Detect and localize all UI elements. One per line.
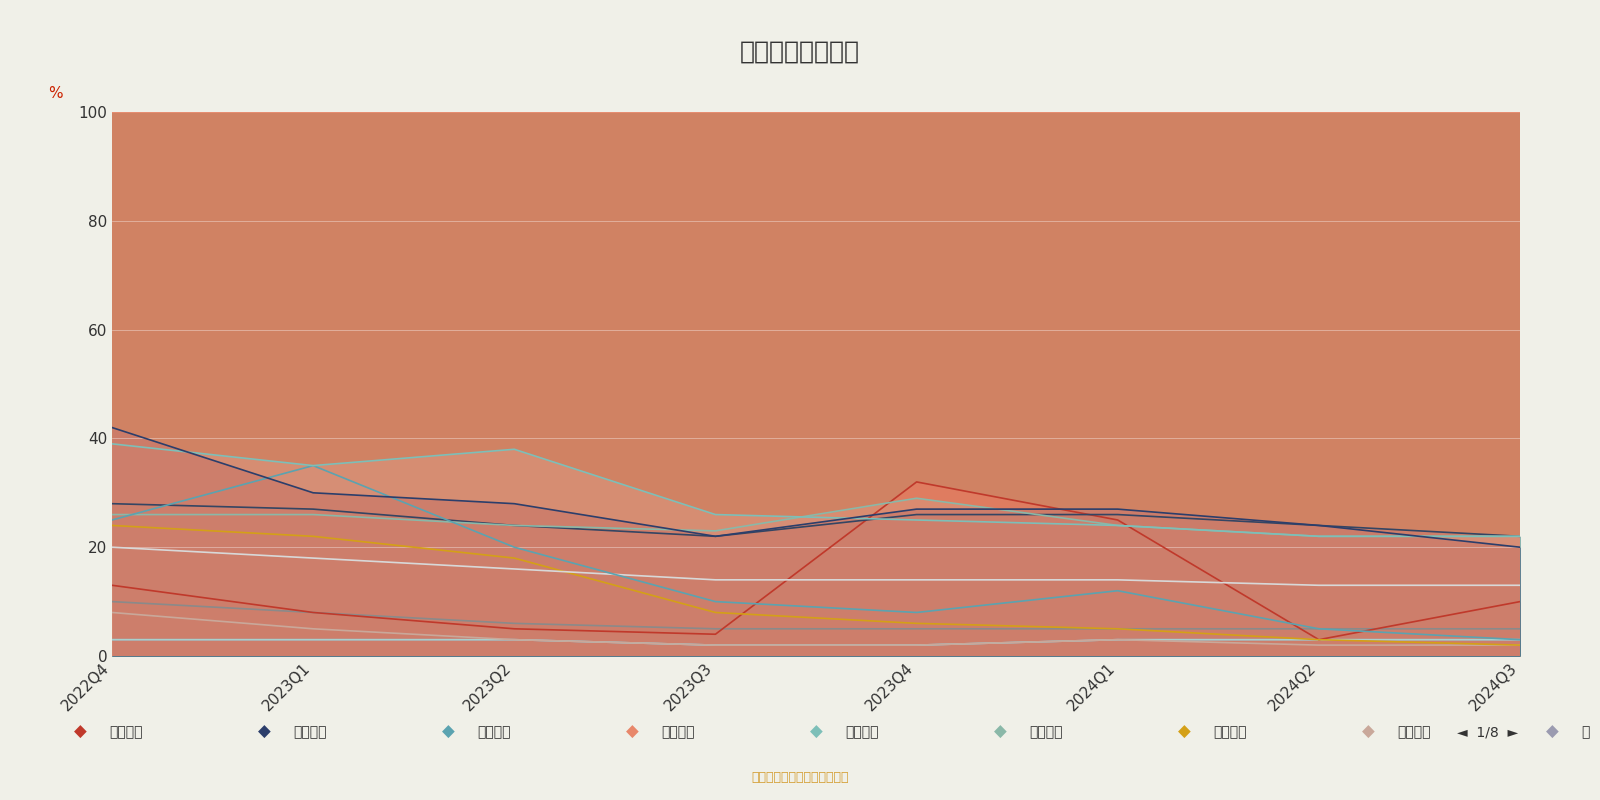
Text: ◆: ◆ (1362, 723, 1374, 741)
Text: ◆: ◆ (626, 723, 638, 741)
Text: 额方纳米: 额方纳米 (477, 725, 510, 739)
Text: 中国神华: 中国神华 (661, 725, 694, 739)
Y-axis label: %: % (48, 86, 62, 101)
Text: 愿瓒股份: 愿瓒股份 (1397, 725, 1430, 739)
Text: 北京银行: 北京银行 (109, 725, 142, 739)
Text: ◆: ◆ (1178, 723, 1190, 741)
Text: ：: ： (1581, 725, 1589, 739)
Text: ◆: ◆ (258, 723, 270, 741)
Text: 华能水电: 华能水电 (293, 725, 326, 739)
Text: 锡浪科技: 锡浪科技 (1029, 725, 1062, 739)
Text: ◆: ◆ (810, 723, 822, 741)
Text: ◆: ◆ (74, 723, 86, 741)
Text: ◆: ◆ (1546, 723, 1558, 741)
Text: ◆: ◆ (442, 723, 454, 741)
Text: 三花智控: 三花智控 (1213, 725, 1246, 739)
Text: 宝丰能源: 宝丰能源 (845, 725, 878, 739)
Text: ◆: ◆ (994, 723, 1006, 741)
Text: 制图数据来自恒生聚源数据库: 制图数据来自恒生聚源数据库 (752, 771, 848, 784)
Text: 前十大重仓股变化: 前十大重仓股变化 (739, 40, 861, 64)
Text: ◄  1/8  ►: ◄ 1/8 ► (1458, 725, 1518, 739)
